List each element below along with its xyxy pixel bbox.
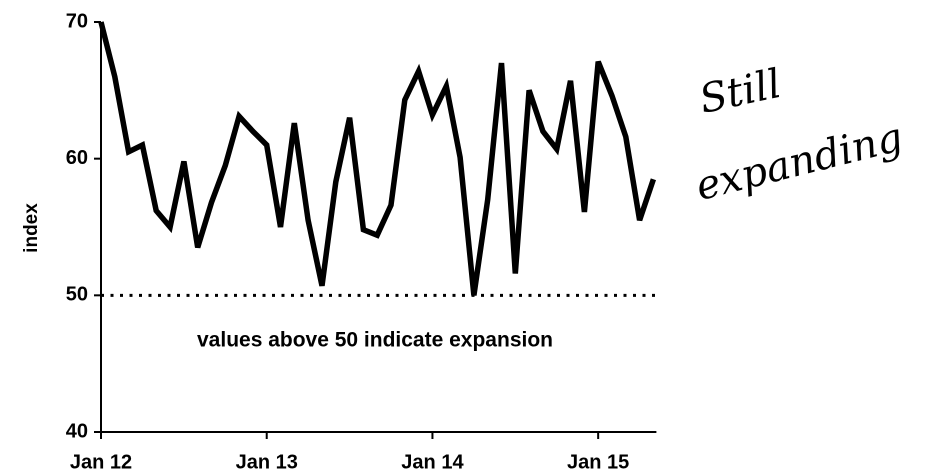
handwritten-note: expanding: [691, 114, 907, 210]
data-line: [98, 21, 657, 296]
x-tick-label: Jan 12: [70, 451, 132, 473]
y-tick-label: 50: [66, 284, 88, 306]
y-axis-label: index: [21, 203, 42, 253]
x-tick-label: Jan 15: [567, 451, 629, 473]
handwritten-note: Still: [695, 61, 785, 123]
y-tick-label: 70: [66, 10, 88, 32]
y-tick-label: 60: [66, 147, 88, 169]
y-tick-label: 40: [66, 420, 88, 442]
x-tick-label: Jan 13: [236, 451, 298, 473]
x-tick-label: Jan 14: [401, 451, 464, 473]
annotation: values above 50 indicate expansion: [197, 329, 553, 352]
